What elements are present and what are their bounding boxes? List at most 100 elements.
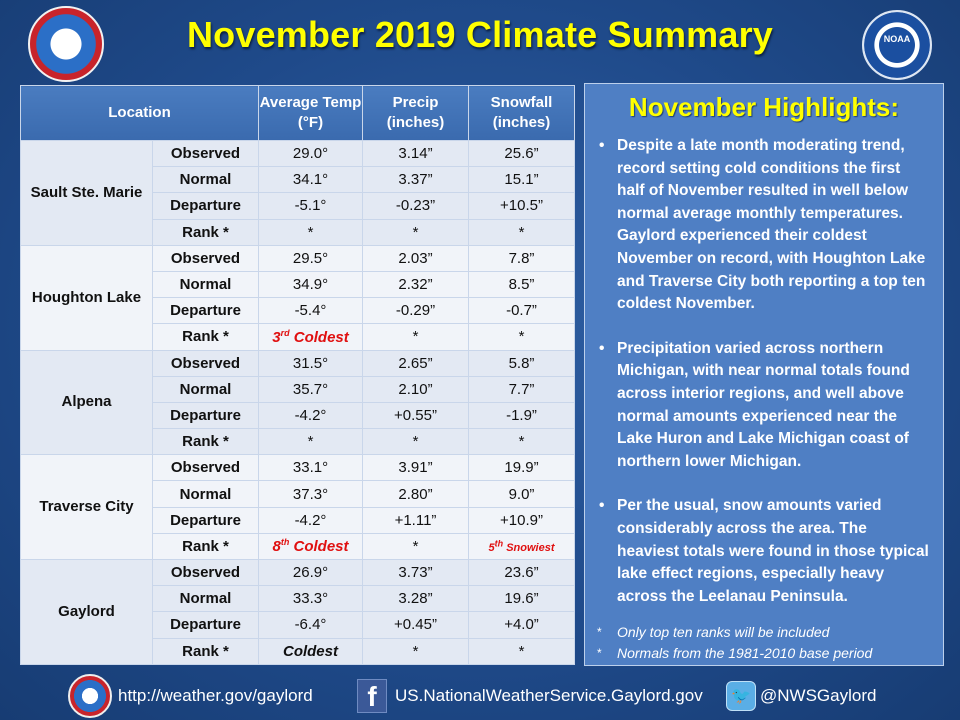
temp-cell: -6.4° bbox=[258, 611, 363, 639]
location-name: Alpena bbox=[20, 349, 153, 456]
rank-text: 8th Coldest bbox=[272, 537, 349, 556]
temp-cell: 26.9° bbox=[258, 558, 363, 587]
table-row: Rank * * * * bbox=[21, 218, 575, 246]
asterisk-icon: * bbox=[597, 625, 602, 639]
bullet-icon: • bbox=[599, 497, 605, 515]
footnote: * Only top ten ranks will be included bbox=[597, 622, 872, 643]
facebook-text[interactable]: US.NationalWeatherService.Gaylord.gov bbox=[395, 686, 703, 705]
snow-cell: +4.0” bbox=[468, 611, 575, 639]
snow-cell: 15.1” bbox=[468, 166, 575, 194]
precip-cell: 2.65” bbox=[362, 349, 469, 377]
row-label: Rank * bbox=[152, 323, 259, 351]
row-label: Departure bbox=[152, 297, 259, 325]
snow-cell: 5.8” bbox=[468, 349, 575, 377]
bullet-icon: • bbox=[599, 339, 605, 357]
noaa-logo-icon: NOAA bbox=[862, 10, 932, 80]
snow-cell: 19.9” bbox=[468, 454, 575, 482]
bullet-icon: • bbox=[599, 137, 605, 154]
highlights-panel: November Highlights: • Despite a late mon… bbox=[584, 83, 944, 666]
website-text[interactable]: http://weather.gov/gaylord bbox=[118, 686, 313, 705]
snow-cell: 19.6” bbox=[468, 585, 575, 613]
temp-rank-cell: 3rd Coldest bbox=[258, 323, 363, 351]
snow-cell: 25.6” bbox=[468, 139, 575, 168]
precip-cell: * bbox=[362, 218, 469, 246]
precip-cell: 3.14” bbox=[362, 139, 469, 168]
twitter-link[interactable]: 🐦 @NWSGaylord bbox=[726, 676, 876, 716]
temp-cell: 29.0° bbox=[258, 139, 363, 168]
snow-cell: * bbox=[468, 218, 575, 246]
precip-cell: 2.10” bbox=[362, 375, 469, 403]
table-row: Normal 34.9° 2.32” 8.5” bbox=[21, 270, 575, 299]
row-label: Observed bbox=[152, 349, 259, 377]
highlights-list: • Despite a late month moderating trend, … bbox=[599, 135, 931, 608]
table-row: Traverse City Observed 33.1° 3.91” 19.9” bbox=[20, 454, 575, 560]
snow-cell: -1.9” bbox=[468, 401, 575, 430]
table-row: Departure -4.2° +0.55” -1.9” bbox=[21, 401, 575, 430]
temp-cell: 34.1° bbox=[258, 166, 363, 194]
twitter-text[interactable]: @NWSGaylord bbox=[760, 686, 877, 705]
row-label: Departure bbox=[152, 192, 259, 220]
temp-cell: 33.3° bbox=[258, 585, 363, 613]
precip-cell: * bbox=[362, 428, 469, 456]
nws-logo-icon bbox=[28, 6, 104, 82]
table-row: Departure -6.4° +0.45” +4.0” bbox=[21, 611, 575, 639]
temp-cell: 31.5° bbox=[258, 349, 363, 377]
row-label: Departure bbox=[152, 401, 259, 430]
precip-cell: 3.37” bbox=[362, 166, 469, 194]
snow-cell: * bbox=[468, 637, 575, 666]
facebook-link[interactable]: f US.NationalWeatherService.Gaylord.gov bbox=[357, 676, 703, 716]
snow-cell: 7.7” bbox=[468, 375, 575, 403]
temp-rank-cell: 8th Coldest bbox=[258, 532, 363, 561]
temp-rank-cell: Coldest bbox=[258, 637, 363, 666]
header-temp: Average Temp (°F) bbox=[258, 85, 363, 141]
temp-cell: 33.1° bbox=[258, 454, 363, 482]
temp-cell: -5.4° bbox=[258, 297, 363, 325]
snow-cell: 8.5” bbox=[468, 270, 575, 299]
row-label: Observed bbox=[152, 558, 259, 587]
location-name: Houghton Lake bbox=[20, 244, 153, 351]
page-title: November 2019 Climate Summary bbox=[186, 14, 774, 55]
header-precip: Precip (inches) bbox=[362, 85, 469, 141]
footer: http://weather.gov/gaylord f US.National… bbox=[0, 674, 960, 718]
highlight-item: • Despite a late month moderating trend, … bbox=[599, 137, 926, 313]
highlight-item: • Precipitation varied across northern Mi… bbox=[599, 339, 910, 470]
temp-cell: * bbox=[258, 428, 363, 456]
highlight-item: • Per the usual, snow amounts varied cons… bbox=[599, 497, 929, 605]
table-row: Houghton Lake Observed 29.5° 2.03” 7.8” bbox=[20, 244, 575, 351]
nws-logo-icon bbox=[68, 674, 112, 718]
snow-cell: 9.0” bbox=[468, 480, 575, 508]
rank-text: 5th Snowiest bbox=[488, 538, 555, 554]
website-link[interactable]: http://weather.gov/gaylord bbox=[68, 674, 313, 718]
snow-cell: -0.7” bbox=[468, 297, 575, 325]
row-label: Rank * bbox=[152, 428, 259, 456]
precip-cell: -0.23” bbox=[362, 192, 469, 220]
location-name: Sault Ste. Marie bbox=[20, 140, 153, 246]
row-label: Observed bbox=[152, 244, 259, 272]
snow-cell: +10.9” bbox=[468, 506, 575, 534]
row-label: Rank * bbox=[152, 637, 259, 666]
snow-cell: * bbox=[468, 428, 575, 456]
row-label: Departure bbox=[152, 506, 259, 534]
location-name: Traverse City bbox=[20, 454, 153, 560]
row-label: Normal bbox=[152, 270, 259, 299]
temp-cell: -4.2° bbox=[258, 506, 363, 534]
table-row: Alpena Observed 31.5° 2.65” 5.8” bbox=[20, 349, 575, 456]
table-row: Departure -4.2° +1.11” +10.9” bbox=[21, 506, 575, 534]
row-label: Rank * bbox=[152, 532, 259, 561]
table-row: Normal 33.3° 3.28” 19.6” bbox=[21, 585, 575, 613]
table-row: Normal 35.7° 2.10” 7.7” bbox=[21, 375, 575, 403]
temp-cell: 35.7° bbox=[258, 375, 363, 403]
table-header-row: Location Average Temp (°F) Precip (inche… bbox=[20, 85, 575, 141]
temp-cell: * bbox=[258, 218, 363, 246]
footnotes: * Only top ten ranks will be included * No… bbox=[597, 622, 872, 664]
precip-cell: +0.55” bbox=[362, 401, 469, 430]
row-label: Normal bbox=[152, 480, 259, 508]
temp-cell: 34.9° bbox=[258, 270, 363, 299]
rank-text: 3rd Coldest bbox=[272, 327, 349, 346]
table-row: Rank * * * * bbox=[21, 428, 575, 456]
snow-rank-cell: 5th Snowiest bbox=[468, 532, 575, 561]
table-row: Gaylord Observed 26.9° 3.73” 23.6” bbox=[20, 558, 575, 665]
row-label: Departure bbox=[152, 611, 259, 639]
header-location: Location bbox=[20, 85, 259, 141]
temp-cell: -4.2° bbox=[258, 401, 363, 430]
